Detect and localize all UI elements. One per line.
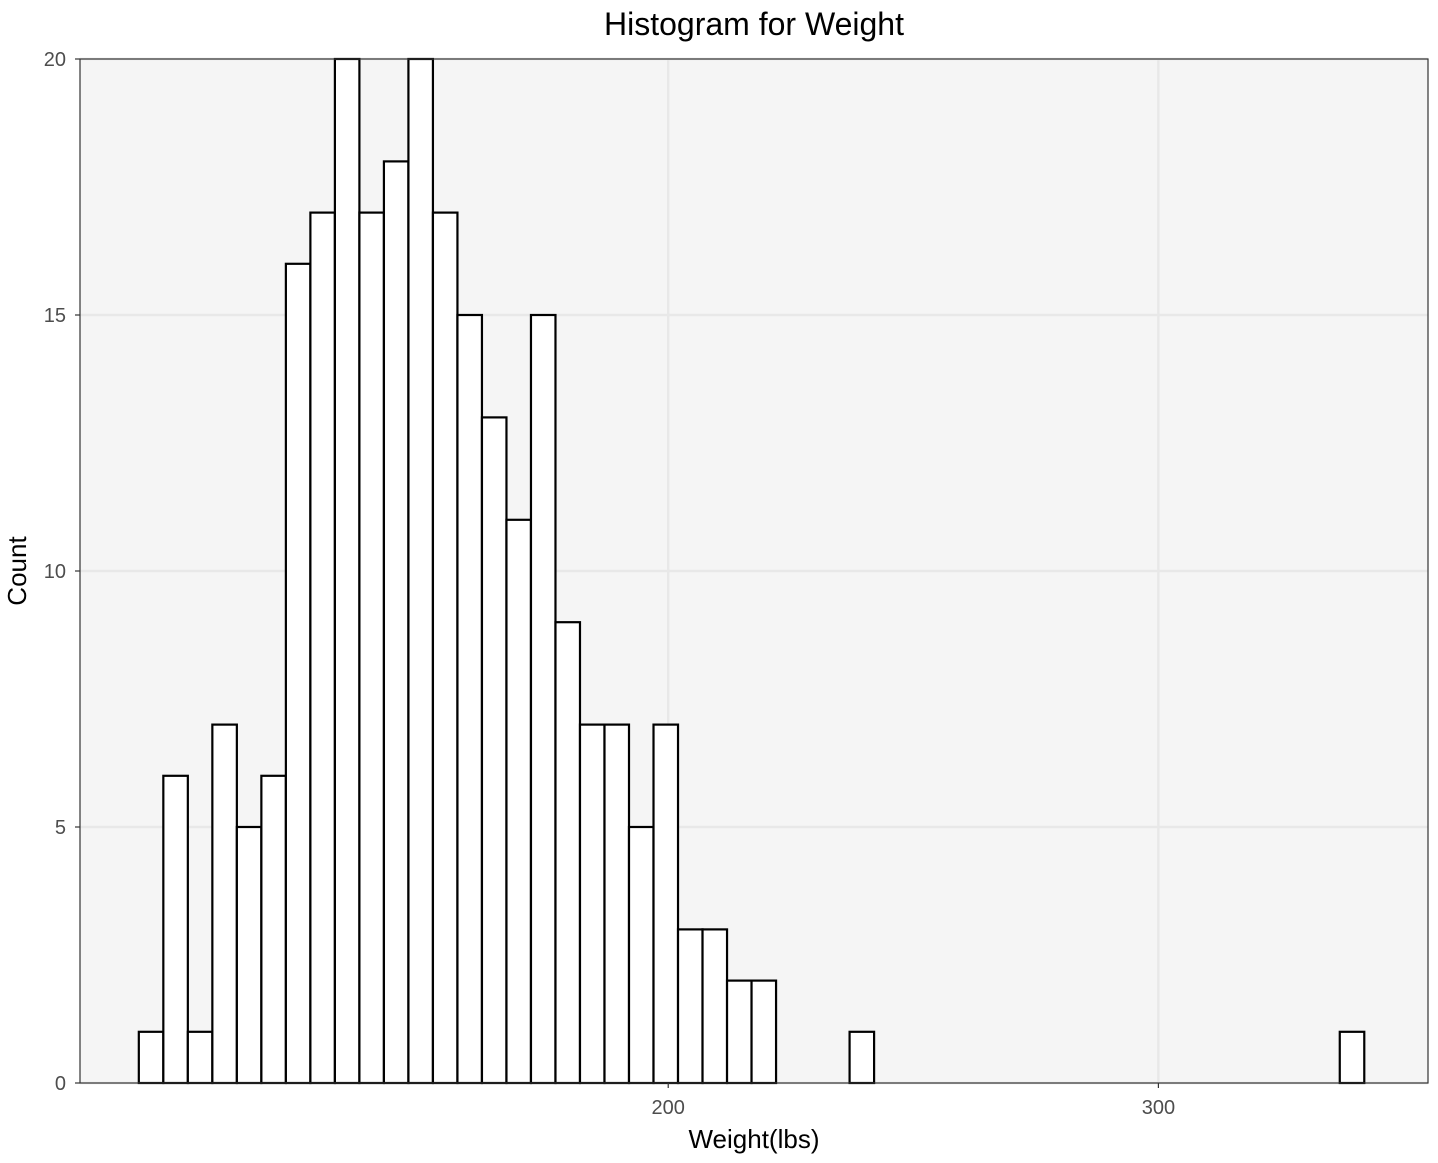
x-axis-label: Weight(lbs)	[688, 1124, 819, 1154]
y-axis-label: Count	[2, 536, 32, 606]
histogram-bar	[554, 621, 582, 1085]
histogram-bar	[260, 774, 287, 1085]
histogram-bar	[725, 979, 753, 1085]
histogram-bar	[137, 1030, 165, 1085]
histogram-bar	[235, 825, 263, 1085]
histogram-bar	[382, 160, 410, 1085]
histogram-bar	[333, 57, 361, 1085]
histogram-bar	[186, 1030, 214, 1085]
histogram-bar	[848, 1030, 876, 1085]
histogram-bar	[701, 928, 729, 1085]
x-tick-label: 300	[1142, 1097, 1175, 1119]
chart-title: Histogram for Weight	[604, 6, 904, 42]
histogram-bar	[505, 518, 533, 1085]
histogram-bar	[407, 57, 435, 1085]
histogram-bar	[1338, 1030, 1366, 1085]
histogram-bar	[529, 313, 557, 1085]
y-tick-label: 10	[44, 561, 66, 583]
y-axis-ticks: 0 5 10 15 20	[44, 49, 80, 1095]
histogram-bar	[162, 774, 189, 1085]
histogram-bar	[309, 211, 336, 1085]
histogram-bar	[358, 211, 386, 1085]
histogram-bar	[578, 723, 606, 1085]
x-axis-ticks: 200 300	[652, 1083, 1175, 1119]
y-tick-label: 20	[44, 49, 66, 71]
y-tick-label: 5	[55, 817, 66, 839]
histogram-bar	[480, 416, 508, 1085]
histogram-bar	[652, 723, 680, 1085]
histogram-bar	[603, 723, 631, 1085]
histogram-bars	[137, 57, 1366, 1085]
histogram-bar	[627, 825, 655, 1085]
y-tick-label: 0	[55, 1073, 66, 1095]
histogram-bar	[284, 262, 312, 1085]
x-tick-label: 200	[652, 1097, 685, 1119]
histogram-bar	[456, 313, 484, 1085]
y-tick-label: 15	[44, 305, 66, 327]
histogram-bar	[750, 979, 778, 1085]
histogram-bar	[676, 928, 704, 1085]
histogram-bar	[431, 211, 459, 1085]
histogram-bar	[211, 723, 238, 1085]
